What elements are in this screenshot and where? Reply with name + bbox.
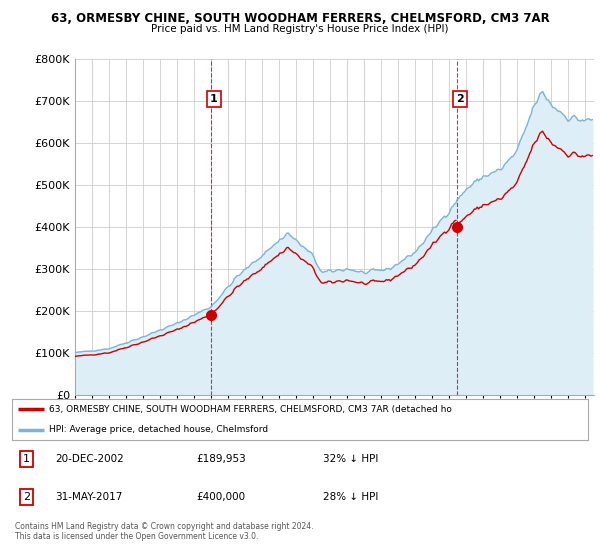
Text: 20-DEC-2002: 20-DEC-2002 (55, 454, 124, 464)
Text: £189,953: £189,953 (196, 454, 246, 464)
Text: 63, ORMESBY CHINE, SOUTH WOODHAM FERRERS, CHELMSFORD, CM3 7AR: 63, ORMESBY CHINE, SOUTH WOODHAM FERRERS… (50, 12, 550, 25)
Text: 63, ORMESBY CHINE, SOUTH WOODHAM FERRERS, CHELMSFORD, CM3 7AR (detached ho: 63, ORMESBY CHINE, SOUTH WOODHAM FERRERS… (49, 405, 452, 414)
Text: 2: 2 (456, 94, 464, 104)
Text: 1: 1 (210, 94, 218, 104)
Text: HPI: Average price, detached house, Chelmsford: HPI: Average price, detached house, Chel… (49, 425, 269, 434)
Text: £400,000: £400,000 (196, 492, 245, 502)
Text: Contains HM Land Registry data © Crown copyright and database right 2024.
This d: Contains HM Land Registry data © Crown c… (15, 522, 314, 542)
Text: 2: 2 (23, 492, 30, 502)
Text: 1: 1 (23, 454, 30, 464)
Text: Price paid vs. HM Land Registry's House Price Index (HPI): Price paid vs. HM Land Registry's House … (151, 24, 449, 34)
Text: 28% ↓ HPI: 28% ↓ HPI (323, 492, 379, 502)
Text: 31-MAY-2017: 31-MAY-2017 (55, 492, 122, 502)
Text: 32% ↓ HPI: 32% ↓ HPI (323, 454, 379, 464)
